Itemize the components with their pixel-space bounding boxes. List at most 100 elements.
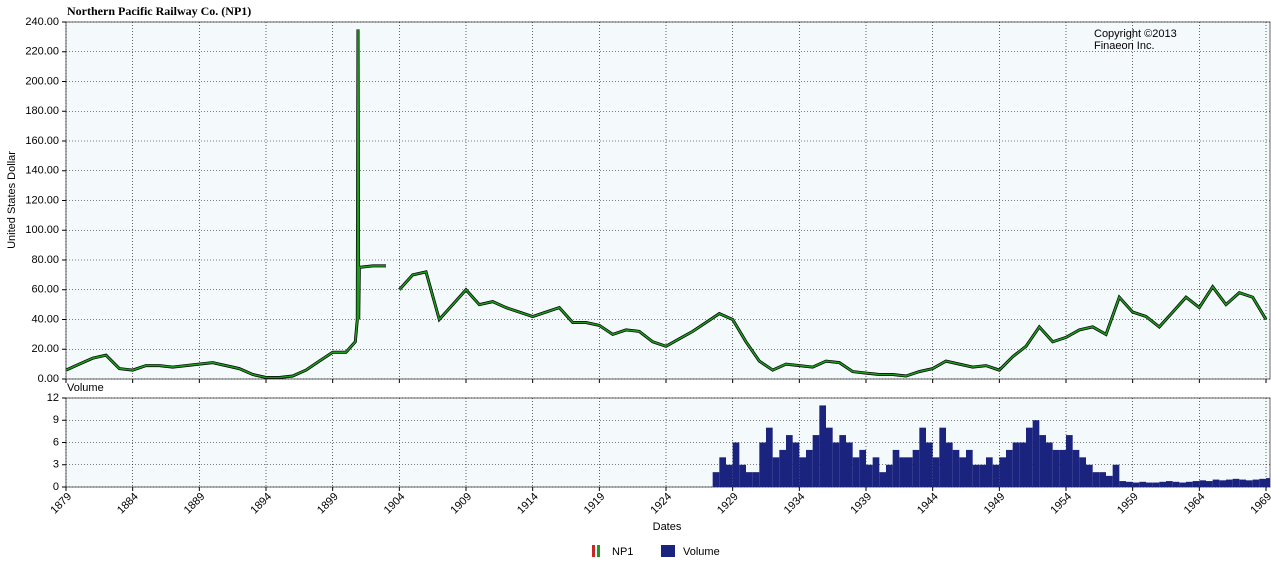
x-tick-label: 1904	[382, 491, 408, 517]
volume-bar	[1086, 464, 1093, 487]
x-tick-label: 1909	[448, 491, 474, 517]
y-tick-label: 6	[53, 436, 59, 448]
y-tick-label: 180.00	[25, 105, 59, 117]
volume-bar	[1066, 435, 1073, 487]
volume-bar	[746, 472, 753, 487]
volume-bar	[1266, 478, 1270, 487]
volume-bar	[1079, 457, 1086, 487]
volume-bar	[899, 457, 906, 487]
volume-bar	[1039, 435, 1046, 487]
y-tick-label: 240.00	[25, 16, 59, 28]
volume-bar	[986, 457, 993, 487]
y-axis-label: United States Dollar	[6, 151, 18, 249]
volume-bar	[1246, 480, 1253, 487]
x-tick-label: 1894	[248, 491, 274, 517]
volume-bar	[1259, 478, 1266, 487]
volume-bar	[1046, 442, 1053, 487]
x-tick-label: 1944	[915, 491, 941, 517]
volume-bar	[926, 442, 933, 487]
y-tick-label: 60.00	[31, 284, 59, 296]
volume-bar	[952, 449, 960, 487]
y-tick-label: 9	[53, 414, 59, 426]
volume-bar	[1032, 420, 1040, 487]
volume-bar	[812, 435, 820, 487]
volume-bar	[866, 464, 873, 487]
legend-label: NP1	[612, 546, 633, 558]
volume-bar	[1226, 479, 1233, 487]
volume-bar	[946, 442, 953, 487]
y-tick-label: 120.00	[25, 194, 59, 206]
volume-bar	[1059, 449, 1066, 487]
volume-bar	[939, 427, 946, 487]
volume-bar	[1006, 449, 1013, 487]
volume-bar	[1112, 464, 1120, 487]
volume-bar	[739, 464, 746, 487]
x-tick-label: 1899	[315, 491, 341, 517]
volume-bar	[1159, 481, 1166, 487]
volume-bar	[1012, 442, 1020, 487]
volume-bar	[1166, 481, 1173, 487]
y-tick-label: 200.00	[25, 75, 59, 87]
x-tick-label: 1914	[515, 491, 541, 517]
volume-bar	[1099, 472, 1106, 487]
x-tick-label: 1969	[1248, 491, 1271, 517]
volume-bar	[992, 464, 1000, 487]
volume-bar	[959, 457, 966, 487]
volume-bar	[819, 405, 826, 487]
x-tick-label: 1879	[48, 491, 74, 517]
x-tick-label: 1934	[782, 491, 808, 517]
volume-bar	[859, 449, 866, 487]
x-axis-label: Dates	[653, 521, 682, 533]
volume-bar	[1126, 481, 1133, 487]
y-tick-label: 220.00	[25, 46, 59, 58]
volume-bar	[1179, 482, 1186, 487]
legend-swatch	[661, 545, 675, 557]
x-tick-label: 1949	[982, 491, 1008, 517]
volume-bar	[1206, 481, 1213, 487]
y-tick-label: 0.00	[38, 373, 59, 385]
x-tick-label: 1964	[1182, 491, 1208, 517]
volume-bar	[772, 457, 780, 487]
volume-bar	[919, 427, 926, 487]
copyright: Finaeon Inc.	[1094, 40, 1155, 52]
price-line	[65, 29, 1267, 379]
volume-bar	[1239, 479, 1246, 487]
volume-bar	[1186, 481, 1193, 487]
volume-bar	[1152, 482, 1160, 487]
volume-bar	[1172, 481, 1180, 487]
volume-bar	[852, 457, 860, 487]
volume-bar	[1212, 479, 1220, 487]
volume-bar	[786, 435, 793, 487]
volume-bar	[979, 464, 986, 487]
legend-swatch	[597, 545, 600, 557]
legend-swatch	[592, 545, 595, 557]
volume-bar	[999, 457, 1006, 487]
volume-bar	[1092, 472, 1100, 487]
volume-bar	[1139, 481, 1146, 487]
volume-bar	[759, 442, 766, 487]
volume-bar	[732, 442, 740, 487]
volume-bar	[832, 442, 840, 487]
volume-bar	[872, 457, 880, 487]
volume-bar	[1192, 481, 1200, 487]
volume-bar	[912, 449, 920, 487]
volume-bar	[712, 472, 720, 487]
x-tick-label: 1959	[1115, 491, 1141, 517]
volume-bar	[806, 449, 813, 487]
y-tick-label: 80.00	[31, 254, 59, 266]
volume-bar	[1199, 480, 1206, 487]
volume-bar	[792, 442, 800, 487]
volume-bar	[846, 442, 853, 487]
y-tick-label: 40.00	[31, 313, 59, 325]
volume-bar	[1146, 482, 1153, 487]
volume-bar	[779, 449, 786, 487]
legend-label: Volume	[683, 546, 720, 558]
volume-bar	[906, 457, 913, 487]
volume-bar	[1019, 442, 1026, 487]
volume-bar	[1132, 482, 1140, 487]
y-tick-label: 20.00	[31, 343, 59, 355]
volume-bar	[972, 464, 980, 487]
x-tick-label: 1939	[848, 491, 874, 517]
x-tick-label: 1884	[115, 491, 141, 517]
